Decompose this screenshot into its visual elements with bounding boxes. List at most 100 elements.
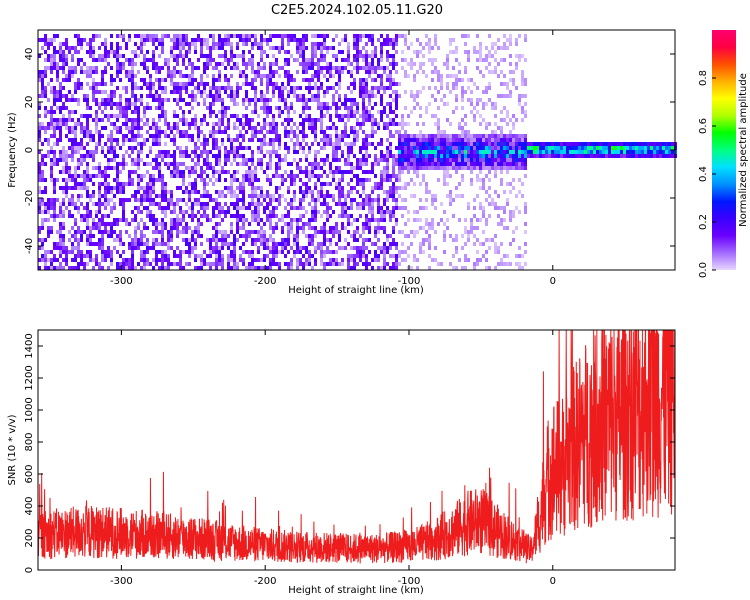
spectrogram-cell	[116, 46, 119, 50]
spectrogram-cell	[422, 242, 425, 246]
spectrogram-cell	[308, 66, 311, 70]
spectrogram-cell	[317, 242, 320, 246]
spectrogram-cell	[269, 106, 272, 110]
spectrogram-cell	[341, 174, 344, 178]
spectrogram-cell	[86, 218, 89, 222]
spectrogram-cell	[167, 162, 170, 166]
spectrogram-cell	[320, 258, 323, 262]
spectrogram-cell	[413, 134, 416, 138]
spectrogram-cell	[398, 146, 401, 150]
spectrogram-cell	[53, 266, 56, 270]
spectrogram-cell	[269, 62, 272, 66]
spectrogram-cell	[59, 86, 62, 90]
spectrogram-cell	[245, 94, 248, 98]
spectrogram-cell	[209, 254, 212, 258]
spectrogram-cell	[278, 186, 281, 190]
spectrogram-cell	[401, 122, 404, 126]
spectrogram-cell	[542, 150, 545, 154]
spectrogram-cell	[86, 114, 89, 118]
spectrogram-cell	[314, 234, 317, 238]
spectrogram-cell	[347, 242, 350, 246]
spectrogram-cell	[164, 206, 167, 210]
spectrogram-cell	[341, 154, 344, 158]
spectrogram-cell	[566, 142, 569, 146]
spectrogram-cell	[398, 122, 401, 126]
spectrogram-cell	[230, 242, 233, 246]
spectrogram-cell	[290, 126, 293, 130]
spectrogram-cell	[416, 70, 419, 74]
spectrogram-cell	[452, 154, 455, 158]
spectrogram-cell	[320, 214, 323, 218]
spectrogram-cell	[395, 262, 398, 266]
spectrogram-cell	[125, 106, 128, 110]
spectrogram-cell	[203, 158, 206, 162]
spectrogram-cell	[248, 174, 251, 178]
spectrogram-cell	[305, 194, 308, 198]
spectrogram-cell	[185, 130, 188, 134]
spectrogram-cell	[62, 158, 65, 162]
spectrogram-cell	[128, 174, 131, 178]
spectrogram-cell	[395, 102, 398, 106]
spectrogram-cell	[107, 254, 110, 258]
spectrogram-cell	[407, 146, 410, 150]
spectrogram-cell	[392, 110, 395, 114]
spectrogram-cell	[374, 174, 377, 178]
spectrogram-cell	[347, 158, 350, 162]
spectrogram-cell	[302, 214, 305, 218]
spectrogram-cell	[344, 38, 347, 42]
spectrogram-cell	[296, 46, 299, 50]
spectrogram-cell	[299, 38, 302, 42]
spectrogram-cell	[236, 154, 239, 158]
spectrogram-cell	[380, 94, 383, 98]
spectrogram-cell	[464, 114, 467, 118]
spectrogram-cell	[413, 98, 416, 102]
spectrogram-cell	[80, 158, 83, 162]
spectrogram-cell	[335, 138, 338, 142]
spectrogram-cell	[374, 66, 377, 70]
spectrogram-cell	[239, 190, 242, 194]
spectrogram-cell	[425, 158, 428, 162]
spectrogram-cell	[59, 206, 62, 210]
spectrogram-cell	[254, 130, 257, 134]
spectrogram-cell	[152, 182, 155, 186]
spectrogram-cell	[416, 266, 419, 270]
spectrogram-cell	[236, 266, 239, 270]
spectrogram-cell	[146, 154, 149, 158]
spectrogram-cell	[230, 98, 233, 102]
spectrogram-cell	[236, 94, 239, 98]
spectrogram-cell	[245, 162, 248, 166]
spectrogram-cell	[221, 114, 224, 118]
spectrogram-cell	[488, 82, 491, 86]
spectrogram-cell	[392, 154, 395, 158]
spectrogram-cell	[401, 150, 404, 154]
spectrogram-cell	[389, 218, 392, 222]
spectrogram-cell	[152, 246, 155, 250]
spectrogram-cell	[302, 46, 305, 50]
spectrogram-cell	[422, 54, 425, 58]
spectrogram-cell	[458, 166, 461, 170]
spectrogram-cell	[56, 142, 59, 146]
spectrogram-cell	[170, 174, 173, 178]
spectrogram-cell	[485, 126, 488, 130]
spectrogram-cell	[356, 218, 359, 222]
spectrogram-cell	[248, 82, 251, 86]
spectrogram-cell	[116, 186, 119, 190]
spectrogram-cell	[203, 206, 206, 210]
spectrogram-cell	[371, 54, 374, 58]
spectrogram-cell	[98, 134, 101, 138]
spectrogram-cell	[170, 230, 173, 234]
spectrogram-cell	[260, 46, 263, 50]
spectrogram-cell	[467, 150, 470, 154]
spectrogram-cell	[71, 158, 74, 162]
spectrogram-cell	[515, 162, 518, 166]
spectrogram-cell	[515, 42, 518, 46]
spectrogram-cell	[365, 94, 368, 98]
spectrogram-cell	[137, 206, 140, 210]
spectrogram-cell	[485, 238, 488, 242]
spectrogram-cell	[131, 170, 134, 174]
spectrogram-cell	[287, 118, 290, 122]
spectrogram-cell	[470, 230, 473, 234]
spectrogram-cell	[473, 262, 476, 266]
spectrogram-cell	[386, 198, 389, 202]
spectrogram-cell	[425, 142, 428, 146]
